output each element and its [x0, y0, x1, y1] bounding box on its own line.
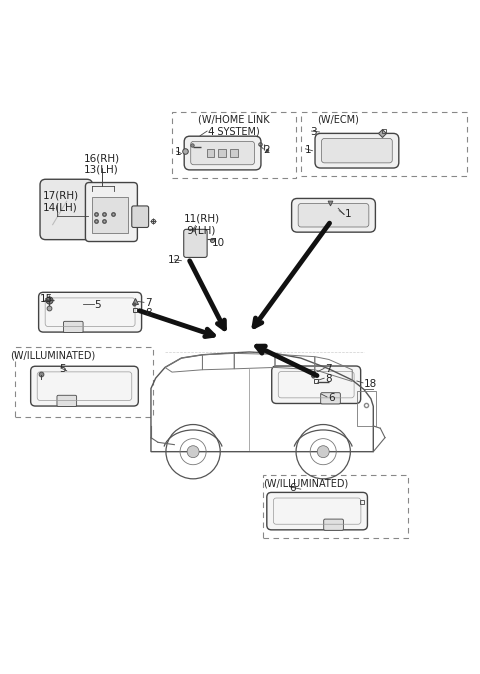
FancyBboxPatch shape — [40, 179, 93, 240]
Bar — [301, 113, 467, 175]
Text: 2: 2 — [264, 145, 270, 155]
FancyBboxPatch shape — [57, 395, 77, 406]
Text: (W/ILLUMINATED): (W/ILLUMINATED) — [263, 479, 348, 489]
FancyBboxPatch shape — [132, 206, 149, 227]
Text: 15: 15 — [40, 294, 53, 303]
Text: (W/HOME LINK
   SYSTEM): (W/HOME LINK SYSTEM) — [198, 115, 270, 136]
Text: 8: 8 — [145, 307, 152, 317]
FancyBboxPatch shape — [298, 204, 369, 227]
Text: 17(RH)
14(LH): 17(RH) 14(LH) — [43, 191, 79, 212]
FancyBboxPatch shape — [324, 519, 343, 530]
Text: 4: 4 — [207, 127, 214, 137]
Bar — [15, 347, 153, 417]
Text: 6: 6 — [328, 393, 335, 403]
FancyBboxPatch shape — [267, 493, 368, 530]
Bar — [207, 150, 214, 157]
FancyBboxPatch shape — [85, 183, 137, 241]
Text: 1: 1 — [175, 147, 182, 157]
FancyBboxPatch shape — [315, 133, 399, 168]
FancyBboxPatch shape — [184, 229, 207, 257]
Text: (W/ECM): (W/ECM) — [317, 115, 359, 125]
FancyBboxPatch shape — [322, 139, 392, 163]
Circle shape — [317, 446, 329, 458]
Text: 18: 18 — [364, 379, 377, 389]
Bar — [172, 113, 296, 178]
Bar — [218, 150, 226, 157]
Bar — [357, 391, 376, 426]
Circle shape — [187, 446, 199, 458]
Text: 3: 3 — [310, 127, 317, 137]
FancyBboxPatch shape — [321, 393, 340, 404]
Bar — [264, 475, 408, 539]
Text: 6: 6 — [289, 483, 296, 493]
Text: 5: 5 — [60, 364, 66, 374]
Text: 1: 1 — [304, 145, 311, 155]
FancyBboxPatch shape — [272, 366, 360, 404]
Text: 7: 7 — [325, 364, 332, 374]
FancyBboxPatch shape — [31, 366, 138, 406]
Text: 16(RH)
13(LH): 16(RH) 13(LH) — [84, 153, 120, 175]
FancyBboxPatch shape — [38, 293, 142, 332]
Text: 11(RH)
 9(LH): 11(RH) 9(LH) — [184, 214, 220, 235]
FancyBboxPatch shape — [184, 136, 261, 170]
Text: 8: 8 — [325, 374, 332, 384]
Text: 1: 1 — [345, 210, 352, 219]
FancyBboxPatch shape — [63, 321, 83, 332]
Text: (W/ILLUMINATED): (W/ILLUMINATED) — [10, 350, 96, 360]
Text: 7: 7 — [145, 299, 152, 308]
Bar — [93, 197, 128, 233]
FancyBboxPatch shape — [191, 142, 254, 164]
Text: 10: 10 — [212, 239, 225, 249]
FancyBboxPatch shape — [292, 198, 375, 232]
Bar — [230, 150, 238, 157]
Text: 5: 5 — [94, 300, 100, 310]
Text: 12: 12 — [168, 255, 180, 265]
